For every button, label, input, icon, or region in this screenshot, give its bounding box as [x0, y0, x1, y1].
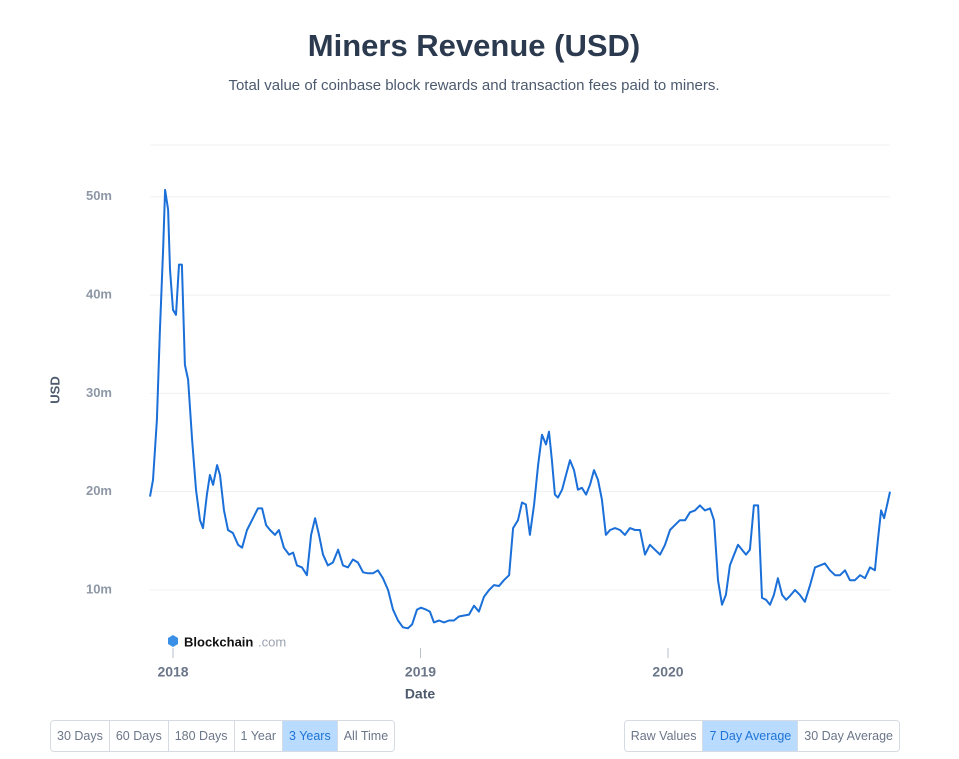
option-button[interactable]: All Time: [337, 721, 395, 751]
chart-subtitle: Total value of coinbase block rewards an…: [228, 77, 719, 94]
y-tick-label: 50m: [86, 188, 112, 203]
series-line: [149, 188, 891, 630]
average-selector: Raw Values 7 Day Average 30 Day Average: [623, 720, 900, 752]
option-button[interactable]: 3 Years: [283, 721, 338, 751]
option-button[interactable]: 1 Year: [234, 721, 283, 751]
y-axis-label: USD: [47, 376, 62, 403]
y-tick-label: 40m: [86, 287, 112, 302]
y-tick-label: 30m: [86, 385, 112, 400]
x-axis-label: Date: [405, 686, 436, 702]
x-tick-label: 2019: [405, 664, 436, 680]
y-tick-label: 10m: [86, 581, 112, 596]
watermark-domain: .com: [258, 634, 286, 649]
x-tick-label: 2018: [157, 664, 188, 680]
option-button[interactable]: 30 Day Average: [798, 721, 899, 751]
option-button[interactable]: Raw Values: [624, 721, 704, 751]
option-button[interactable]: 60 Days: [109, 721, 169, 751]
range-selector: 30 Days 60 Days 180 Days 1 Year 3 Years All T…: [50, 720, 396, 752]
option-button[interactable]: 7 Day Average: [703, 721, 799, 751]
x-tick-label: 2020: [652, 664, 683, 680]
chart-title: Miners Revenue (USD): [308, 28, 640, 63]
logo-icon: [168, 635, 178, 647]
watermark-brand: Blockchain: [184, 634, 253, 649]
y-tick-label: 20m: [86, 483, 112, 498]
option-button[interactable]: 30 Days: [51, 721, 110, 751]
option-button[interactable]: 180 Days: [168, 721, 235, 751]
